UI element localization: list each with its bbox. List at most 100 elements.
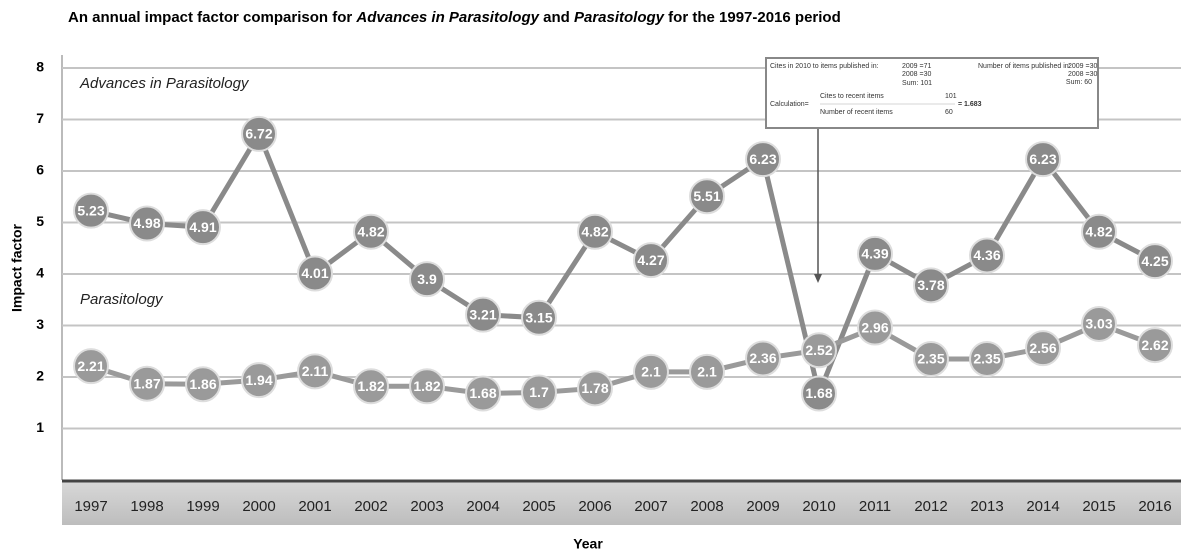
x-tick-label: 2013 bbox=[970, 498, 1003, 515]
data-label: 3.9 bbox=[417, 271, 437, 287]
inset-text: 2009 =30 bbox=[1068, 63, 1097, 70]
data-label: 4.27 bbox=[637, 252, 664, 268]
marker bbox=[969, 340, 1005, 377]
data-label: 1.94 bbox=[245, 372, 272, 388]
marker bbox=[857, 235, 893, 272]
data-label: 4.98 bbox=[133, 215, 160, 231]
y-tick-label: 5 bbox=[36, 213, 44, 229]
x-tick-label: 2014 bbox=[1026, 498, 1059, 515]
data-label: 4.39 bbox=[861, 246, 888, 262]
data-label: 1.82 bbox=[357, 378, 384, 394]
inset-text: Number of items published in: bbox=[978, 63, 1071, 70]
x-tick-label: 2015 bbox=[1082, 498, 1115, 515]
data-label: 6.23 bbox=[749, 151, 776, 167]
data-label: 1.7 bbox=[529, 384, 549, 400]
inset: Cites in 2010 to items published in: 2009… bbox=[765, 57, 1099, 283]
data-label: 6.23 bbox=[1029, 151, 1056, 167]
x-tick-label: 1999 bbox=[186, 498, 219, 515]
data-label: 1.68 bbox=[469, 385, 496, 401]
y-tick-label: 7 bbox=[36, 110, 44, 126]
data-label: 2.96 bbox=[861, 319, 888, 335]
marker bbox=[969, 237, 1005, 274]
data-label: 2.11 bbox=[302, 363, 329, 379]
marker bbox=[409, 368, 445, 405]
inset-text: Number of recent items bbox=[820, 109, 893, 116]
marker bbox=[353, 213, 389, 250]
data-label: 3.78 bbox=[917, 277, 944, 293]
marker bbox=[577, 370, 613, 407]
marker bbox=[129, 365, 165, 402]
marker bbox=[1137, 243, 1173, 280]
y-axis-label: Impact factor bbox=[9, 223, 25, 311]
data-label: 4.82 bbox=[1085, 223, 1112, 239]
inset-text: 2008 =30 bbox=[902, 71, 931, 78]
marker bbox=[745, 141, 781, 178]
inset-text: Cites in 2010 to items published in: bbox=[770, 63, 879, 70]
marker bbox=[913, 340, 949, 377]
data-label: 2.1 bbox=[641, 364, 661, 380]
x-tick-label: 2012 bbox=[914, 498, 947, 515]
marker bbox=[577, 213, 613, 250]
marker bbox=[689, 178, 725, 215]
x-tick-label: 1998 bbox=[130, 498, 163, 515]
data-label: 2.62 bbox=[1141, 337, 1168, 353]
data-label: 3.21 bbox=[469, 306, 496, 322]
inset-text: Cites to recent items bbox=[820, 93, 884, 100]
x-tick-label: 2005 bbox=[522, 498, 555, 515]
marker bbox=[913, 267, 949, 304]
y-tick-label: 8 bbox=[36, 59, 44, 75]
inset-text: 2009 =71 bbox=[902, 63, 931, 70]
marker bbox=[73, 192, 109, 229]
marker bbox=[465, 296, 501, 333]
data-label: 1.87 bbox=[133, 375, 160, 391]
x-tick-label: 2011 bbox=[859, 498, 891, 515]
y-tick-label: 6 bbox=[36, 162, 44, 178]
marker bbox=[353, 368, 389, 405]
marker bbox=[1025, 141, 1061, 178]
inset-text: 101 bbox=[945, 93, 957, 100]
marker bbox=[1137, 327, 1173, 364]
x-tick-label: 2006 bbox=[578, 498, 611, 515]
series-label: Advances in Parasitology bbox=[79, 75, 250, 92]
x-tick-label: 2003 bbox=[410, 498, 443, 515]
data-label: 1.82 bbox=[413, 378, 440, 394]
data-label: 3.03 bbox=[1085, 316, 1112, 332]
inset-text: Sum: 60 bbox=[1066, 79, 1092, 86]
marker bbox=[241, 362, 277, 399]
marker bbox=[801, 332, 837, 369]
marker bbox=[129, 205, 165, 242]
series-label: Parasitology bbox=[80, 291, 164, 308]
data-label: 4.82 bbox=[581, 223, 608, 239]
data-label: 5.51 bbox=[693, 188, 720, 204]
marker bbox=[73, 348, 109, 385]
data-label: 6.72 bbox=[245, 126, 272, 142]
inset-text: Sum: 101 bbox=[902, 80, 932, 87]
x-tick-label: 2010 bbox=[802, 498, 835, 515]
x-tick-label: 2016 bbox=[1138, 498, 1171, 515]
marker bbox=[241, 115, 277, 152]
inset-text: 60 bbox=[945, 109, 953, 116]
marker bbox=[801, 375, 837, 412]
data-label: 3.15 bbox=[525, 309, 552, 325]
data-label: 2.35 bbox=[973, 351, 1000, 367]
data-label: 1.68 bbox=[805, 385, 832, 401]
marker bbox=[521, 299, 557, 336]
x-tick-label: 2004 bbox=[466, 498, 499, 515]
data-label: 1.78 bbox=[581, 380, 608, 396]
inset-text: 2008 =30 bbox=[1068, 71, 1097, 78]
data-label: 1.86 bbox=[189, 376, 216, 392]
marker bbox=[465, 375, 501, 412]
x-tick-label: 2002 bbox=[354, 498, 387, 515]
marker bbox=[521, 374, 557, 411]
marker bbox=[689, 353, 725, 390]
inset-box bbox=[765, 57, 1099, 129]
x-tick-label: 1997 bbox=[74, 498, 107, 515]
marker bbox=[1025, 330, 1061, 367]
data-label: 5.23 bbox=[77, 202, 104, 218]
marker bbox=[185, 366, 221, 403]
y-tick-label: 3 bbox=[36, 316, 44, 332]
data-label: 2.21 bbox=[77, 358, 104, 374]
data-label: 2.52 bbox=[805, 342, 832, 358]
data-label: 4.25 bbox=[1141, 253, 1168, 269]
